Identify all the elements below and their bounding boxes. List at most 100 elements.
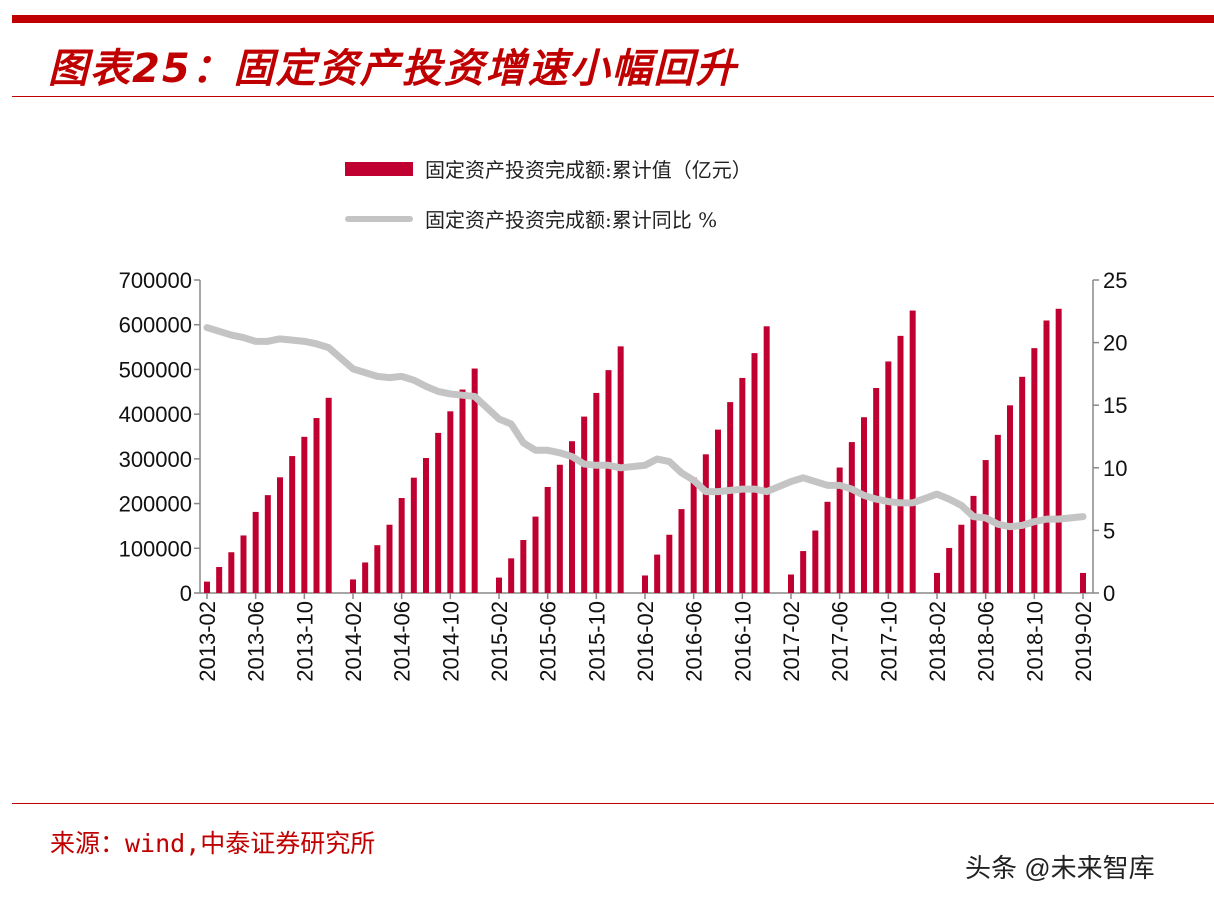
bar — [544, 486, 551, 593]
bar — [970, 495, 977, 593]
bar — [508, 558, 515, 593]
bar — [471, 368, 478, 593]
bar — [982, 460, 989, 593]
bar — [848, 442, 855, 593]
bar — [313, 418, 320, 593]
right-tick-label: 5 — [1103, 518, 1115, 543]
line-series — [203, 324, 1087, 531]
bar — [994, 434, 1001, 593]
bar — [702, 454, 709, 593]
bar — [678, 509, 685, 593]
x-tick-label: 2016-10 — [730, 601, 755, 682]
bar — [398, 498, 405, 593]
legend-swatch-line — [345, 215, 413, 222]
x-tick-label: 2014-02 — [341, 601, 366, 682]
bar — [459, 389, 466, 593]
x-tick-label: 2015-02 — [487, 601, 512, 682]
bar — [410, 477, 417, 593]
bar — [447, 411, 454, 593]
x-tick-label: 2017-10 — [876, 601, 901, 682]
legend-item-line: 固定资产投资完成额:累计同比 % — [345, 204, 717, 233]
bar — [800, 551, 807, 593]
bar — [362, 562, 369, 593]
left-tick-label: 300000 — [119, 447, 192, 472]
bar — [934, 572, 940, 593]
title-divider — [12, 96, 1214, 97]
bar — [277, 477, 283, 593]
bar — [1031, 348, 1038, 593]
bar — [581, 416, 588, 593]
bar — [824, 501, 831, 593]
left-tick-label: 600000 — [119, 313, 192, 338]
bar — [1007, 405, 1013, 593]
legend-item-bar: 固定资产投资完成额:累计值（亿元） — [345, 154, 752, 183]
bar — [374, 545, 381, 593]
bar — [897, 335, 904, 593]
x-tick-label: 2013-10 — [292, 601, 317, 682]
bar — [605, 370, 612, 593]
bar — [496, 577, 502, 593]
bar — [873, 387, 880, 593]
bar — [690, 477, 697, 593]
x-tick-label: 2017-02 — [779, 601, 804, 682]
bar — [751, 353, 758, 593]
bar — [885, 361, 892, 593]
x-tick-label: 2015-10 — [584, 601, 609, 682]
x-tick-label: 2018-10 — [1022, 601, 1047, 682]
right-tick-label: 25 — [1103, 268, 1127, 293]
bar — [569, 441, 575, 593]
x-tick-label: 2017-06 — [828, 601, 853, 682]
bar — [666, 534, 673, 593]
left-tick-label: 500000 — [119, 357, 192, 382]
bar — [204, 581, 210, 593]
bar — [264, 495, 271, 593]
right-tick-label: 15 — [1103, 393, 1127, 418]
legend-label-line: 固定资产投资完成额:累计同比 % — [425, 208, 718, 232]
right-tick-label: 10 — [1103, 456, 1127, 481]
x-tick-label: 2014-06 — [390, 601, 415, 682]
bar — [946, 547, 953, 593]
x-tick-label: 2018-02 — [925, 601, 950, 682]
bar — [727, 402, 734, 593]
bar — [739, 377, 746, 593]
bar — [301, 436, 308, 593]
x-tick-label: 2016-02 — [633, 601, 658, 682]
bar — [836, 467, 843, 593]
bar — [715, 429, 721, 593]
bar — [240, 535, 247, 593]
watermark: 头条 @未来智库 — [965, 853, 1155, 883]
x-tick-label: 2018-06 — [974, 601, 999, 682]
bar — [763, 326, 770, 593]
left-tick-label: 700000 — [119, 268, 192, 293]
bar — [423, 458, 429, 593]
footer-divider — [12, 803, 1214, 804]
right-tick-label: 20 — [1103, 331, 1127, 356]
right-tick-label: 0 — [1103, 581, 1115, 606]
bar — [289, 456, 296, 593]
bar — [520, 539, 527, 593]
bar — [228, 552, 235, 593]
bar — [812, 530, 819, 593]
bar — [556, 464, 563, 593]
top-bar — [12, 15, 1214, 23]
legend-label-bar: 固定资产投资完成额:累计值（亿元） — [425, 158, 752, 182]
bar — [435, 432, 442, 593]
page-title: 图表25：固定资产投资增速小幅回升 — [48, 46, 738, 92]
left-tick-label: 100000 — [119, 536, 192, 561]
bar — [532, 516, 539, 593]
bar — [1019, 376, 1026, 593]
x-tick-label: 2013-02 — [195, 601, 220, 682]
bar — [861, 417, 867, 593]
bar — [216, 567, 223, 593]
legend-swatch-bar — [345, 161, 413, 176]
bar — [325, 397, 332, 593]
left-tick-label: 400000 — [119, 402, 192, 427]
bar — [1043, 320, 1050, 593]
source-note: 来源：wind,中泰证券研究所 — [50, 829, 376, 858]
bar — [654, 554, 661, 593]
bar — [386, 524, 393, 593]
bar — [909, 310, 916, 593]
bar — [1055, 308, 1062, 593]
x-tick-label: 2016-06 — [682, 601, 707, 682]
